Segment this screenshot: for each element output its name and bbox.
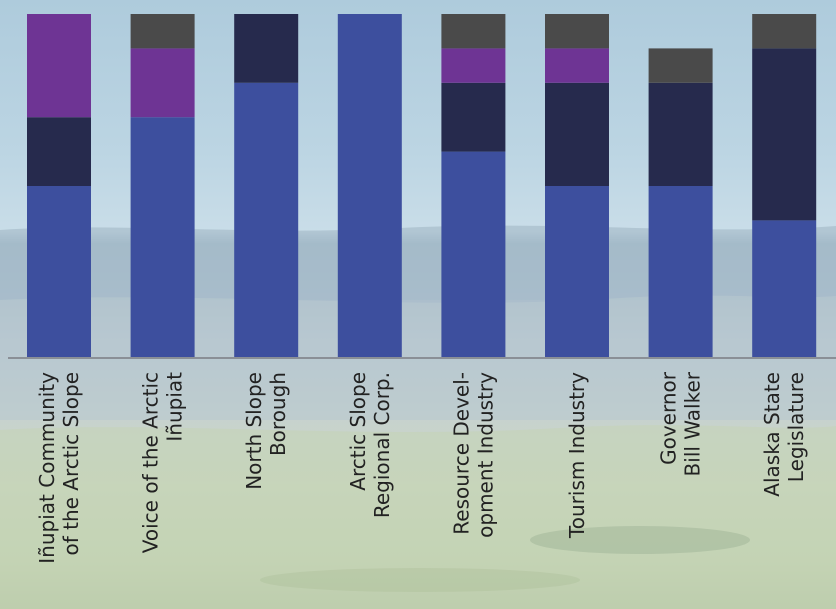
bar-segment-5-2	[545, 48, 609, 83]
bar-segment-6-3	[648, 48, 713, 83]
bar-segment-7-0	[752, 220, 817, 358]
bar-segment-3-0	[337, 14, 402, 358]
bar-segment-4-0	[441, 151, 506, 358]
bar-segment-0-2	[27, 14, 91, 118]
bar-segment-5-1	[545, 82, 609, 186]
bar-segment-2-0	[234, 82, 299, 359]
bar-segment-1-3	[130, 14, 195, 49]
bar-segment-4-1	[441, 82, 506, 152]
x-tick-label-0-1: of the Arctic Slope	[59, 372, 83, 556]
bar-segment-0-0	[27, 186, 91, 358]
bar-segment-4-2	[441, 48, 506, 83]
x-tick-label-3-1: Regional Corp.	[370, 372, 394, 518]
x-tick-label-6-1: Bill Walker	[681, 371, 705, 476]
x-tick-label-1-1: Iñupiat	[163, 372, 187, 442]
x-tick-label-4-0: Resource Devel-	[449, 372, 473, 535]
bars-group	[27, 14, 817, 359]
bar-segment-1-2	[130, 48, 195, 118]
x-tick-label-2-0: North Slope	[242, 372, 266, 490]
x-tick-label-1-0: Voice of the Arctic	[139, 372, 163, 553]
bar-segment-7-3	[752, 14, 817, 49]
x-tick-label-7-1: Legislature	[784, 372, 808, 482]
x-tick-labels: Iñupiat Community of the Arctic Slope Voic…	[35, 371, 808, 563]
bar-segment-6-0	[648, 186, 713, 358]
bar-segment-5-3	[545, 14, 609, 49]
x-tick-label-5-0: Tourism Industry	[565, 372, 589, 539]
bar-segment-2-1	[234, 14, 299, 83]
bar-segment-0-1	[27, 117, 91, 186]
bar-segment-1-0	[130, 117, 195, 358]
x-tick-label-2-1: Borough	[266, 372, 290, 456]
bar-segment-7-1	[752, 48, 817, 221]
bar-segment-4-3	[441, 14, 506, 49]
x-tick-label-0-0: Iñupiat Community	[35, 372, 59, 564]
bar-segment-6-1	[648, 82, 713, 186]
x-tick-label-3-0: Arctic Slope	[346, 372, 370, 491]
x-tick-label-4-1: opment Industry	[473, 372, 497, 538]
x-tick-label-6-0: Governor	[657, 371, 681, 465]
bar-segment-5-0	[545, 186, 609, 358]
x-tick-label-7-0: Alaska State	[760, 372, 784, 497]
